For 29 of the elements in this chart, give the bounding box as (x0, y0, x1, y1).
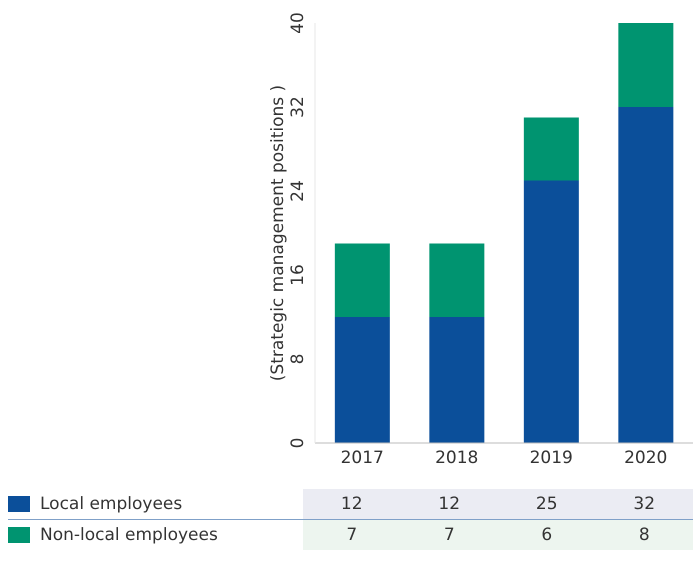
bar (618, 23, 674, 107)
legend-label: Local employees (40, 494, 182, 514)
y-tick-label: 8 (288, 354, 308, 364)
data-label: 32 (596, 489, 693, 519)
bar (334, 317, 390, 443)
y-tick-label: 24 (288, 180, 308, 202)
data-label: 12 (303, 489, 400, 519)
bar (524, 180, 579, 443)
data-label: 7 (400, 520, 498, 550)
data-label: 25 (498, 489, 596, 519)
bar (524, 118, 579, 180)
x-tick-label: 2019 (530, 448, 573, 468)
data-label: 8 (596, 520, 693, 550)
y-tick-label: 32 (288, 96, 308, 118)
x-tick-label: 2018 (435, 448, 478, 468)
data-label: 7 (303, 520, 400, 550)
y-tick-label: 0 (288, 438, 308, 448)
bar (334, 244, 390, 317)
x-tick-label: 2020 (624, 448, 668, 468)
legend-label: Non-local employees (40, 525, 218, 545)
bar (618, 107, 674, 443)
data-label: 12 (400, 489, 498, 519)
bar (429, 317, 484, 443)
y-axis-title: (Strategic management positions ) (268, 84, 288, 382)
x-tick-label: 2017 (340, 448, 384, 468)
data-label: 6 (498, 520, 596, 550)
y-tick-label: 40 (288, 12, 308, 34)
bar (429, 244, 484, 317)
y-tick-label: 16 (288, 264, 308, 286)
